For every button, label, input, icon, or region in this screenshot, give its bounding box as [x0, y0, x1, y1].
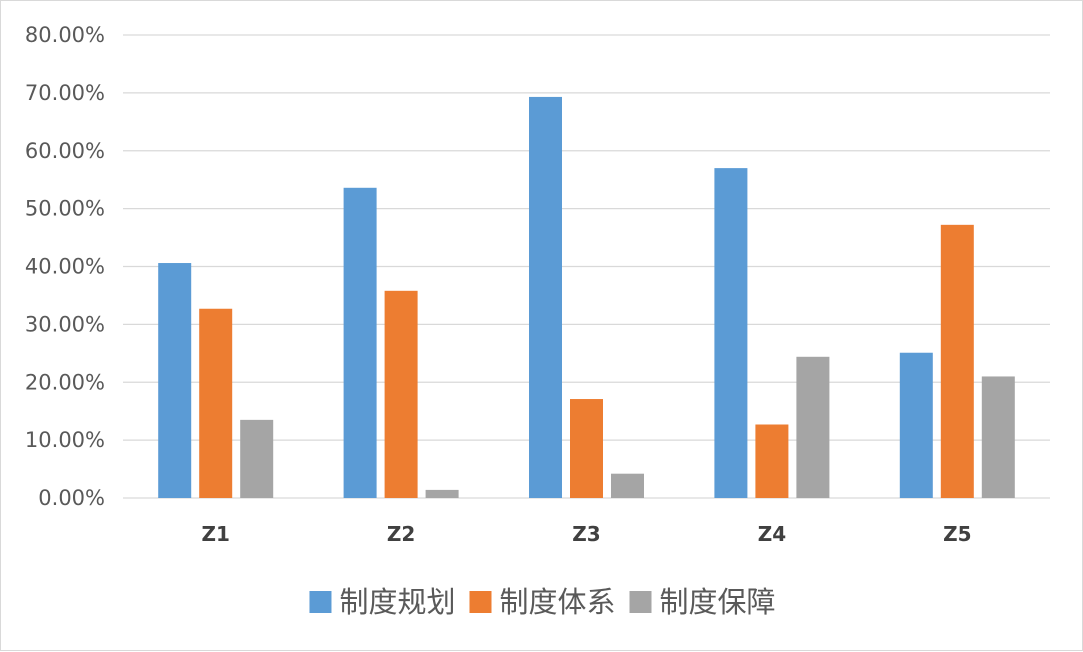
- gridlines: [123, 34, 1050, 499]
- y-tick-label: 30.00%: [25, 312, 105, 336]
- x-axis-ticks: Z1 Z2 Z3 Z4 Z5: [201, 522, 971, 546]
- x-tick-label: Z5: [943, 522, 971, 546]
- y-tick-label: 80.00%: [25, 23, 105, 47]
- x-tick-label: Z3: [572, 522, 600, 546]
- y-tick-label: 40.00%: [25, 255, 105, 279]
- legend-label: 制度体系: [499, 585, 615, 619]
- legend-label: 制度保障: [660, 585, 776, 619]
- bar-z4-series-2: [755, 424, 789, 498]
- y-tick-label: 70.00%: [25, 81, 105, 105]
- legend-label: 制度规划: [339, 585, 455, 619]
- bar-z4-series-3: [796, 356, 830, 498]
- x-tick-label: Z1: [201, 522, 229, 546]
- bar-z3-series-3: [611, 473, 644, 498]
- bar-z2-series-3: [425, 489, 459, 498]
- bars: [158, 96, 1015, 499]
- y-tick-label: 60.00%: [25, 139, 105, 163]
- y-tick-label: 0.00%: [38, 486, 105, 510]
- bar-z1-series-1: [158, 263, 192, 498]
- y-tick-label: 10.00%: [25, 428, 105, 452]
- bar-z3-series-1: [529, 96, 562, 499]
- bar-z2-series-1: [343, 187, 377, 499]
- y-tick-label: 50.00%: [25, 197, 105, 221]
- bar-z5-series-1: [899, 352, 933, 498]
- bar-z5-series-2: [940, 224, 974, 498]
- bar-z4-series-1: [714, 168, 748, 499]
- bar-z3-series-2: [570, 399, 603, 498]
- x-tick-label: Z4: [758, 522, 786, 546]
- bar-z1-series-2: [199, 308, 233, 498]
- x-tick-label: Z2: [387, 522, 415, 546]
- legend: 制度规划 制度体系 制度保障: [309, 585, 776, 619]
- legend-swatch: [469, 591, 492, 613]
- y-axis-ticks: 0.00% 10.00% 20.00% 30.00% 40.00% 50.00% 60.00…: [25, 23, 105, 510]
- legend-swatch: [629, 591, 652, 613]
- bar-z1-series-3: [240, 419, 274, 498]
- y-tick-label: 20.00%: [25, 370, 105, 394]
- bar-z2-series-2: [384, 290, 418, 498]
- legend-swatch: [309, 591, 332, 613]
- bar-z5-series-3: [981, 376, 1015, 498]
